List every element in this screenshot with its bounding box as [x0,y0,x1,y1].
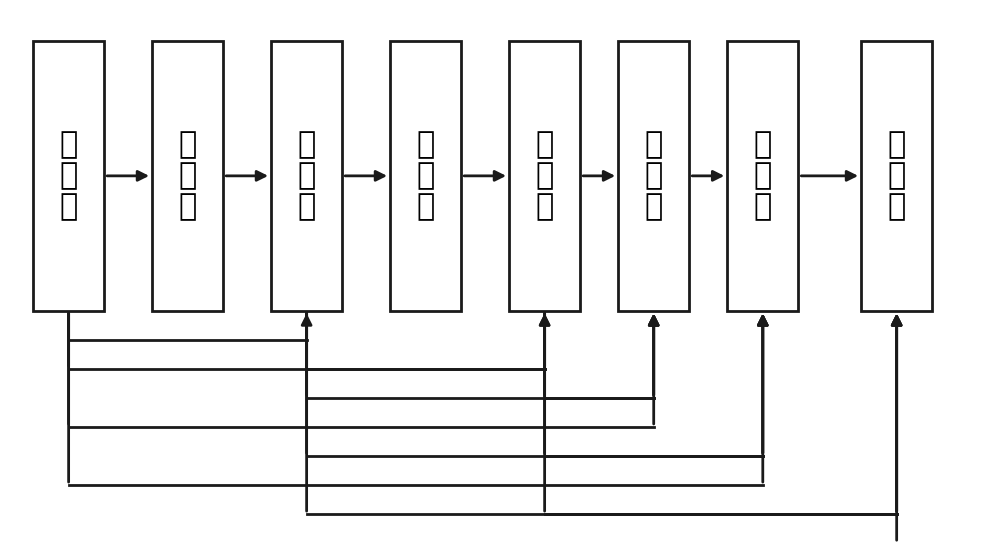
Bar [861,41,932,311]
Bar [727,41,798,311]
Bar [618,41,689,311]
Bar [33,41,104,311]
Text: 卷
积
层: 卷 积 层 [536,130,554,222]
Bar [271,41,342,311]
Text: 池
化
层: 池 化 层 [888,130,906,222]
Bar [509,41,580,311]
Text: 卷
积
层: 卷 积 层 [645,130,663,222]
Text: 池
化
层: 池 化 层 [417,130,435,222]
Text: 卷
积
层: 卷 积 层 [60,130,78,222]
Bar [152,41,223,311]
Text: 卷
积
层: 卷 积 层 [298,130,316,222]
Text: 池
化
层: 池 化 层 [178,130,197,222]
Bar [390,41,461,311]
Text: 卷
积
层: 卷 积 层 [754,130,772,222]
